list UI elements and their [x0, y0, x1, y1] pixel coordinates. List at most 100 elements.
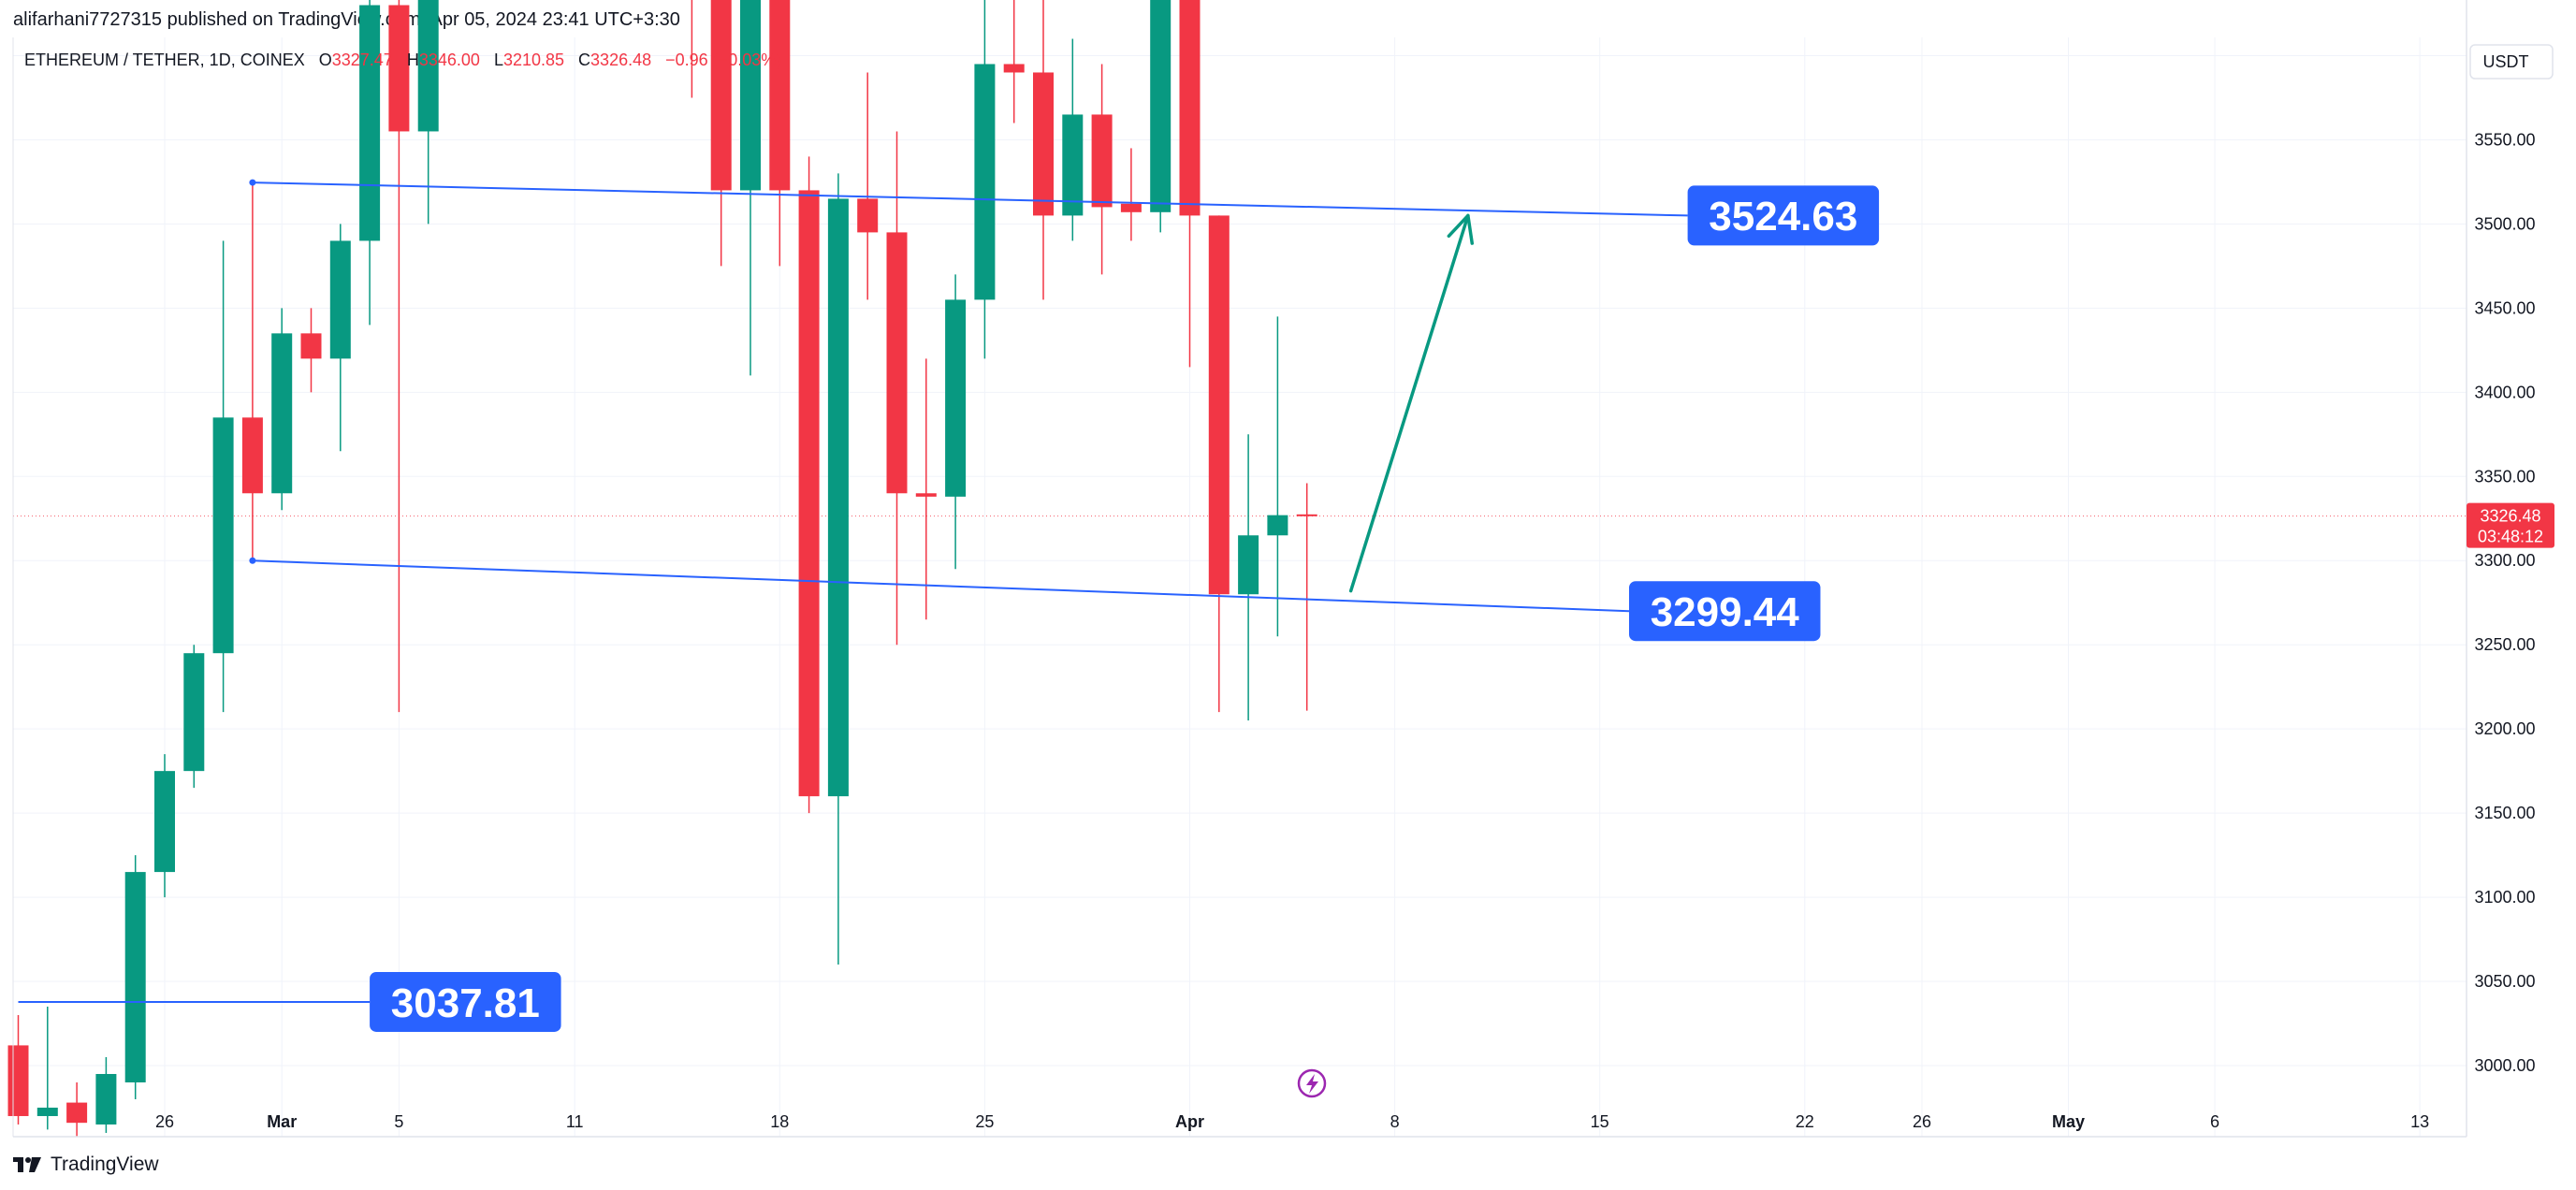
- candle: [740, 0, 761, 376]
- candle-body: [1150, 0, 1172, 212]
- price-label-box[interactable]: [370, 971, 561, 1032]
- candle: [7, 1015, 29, 1125]
- tradingview-logo-icon: [13, 1157, 41, 1172]
- candle: [1091, 64, 1113, 275]
- lightning-icon-bolt: [1306, 1074, 1318, 1094]
- candle-body: [740, 0, 761, 191]
- footer-brand[interactable]: TradingView: [13, 1149, 159, 1181]
- price-level-drawing[interactable]: 3524.63: [249, 179, 1880, 246]
- candle: [857, 72, 879, 300]
- y-tick-label: 3350.00: [2474, 467, 2535, 486]
- y-tick-label: 3450.00: [2474, 298, 2535, 317]
- candle-body: [1091, 114, 1113, 208]
- candle: [710, 0, 732, 267]
- candle-body: [1062, 114, 1084, 216]
- x-tick-label: 5: [394, 1112, 403, 1131]
- candle: [1120, 148, 1142, 241]
- candle: [886, 131, 908, 646]
- last-price-tag-box: [2467, 502, 2554, 548]
- candle-body: [417, 0, 439, 132]
- candle: [1238, 434, 1259, 721]
- candle: [769, 0, 791, 267]
- currency-selector[interactable]: USDT: [2469, 44, 2554, 80]
- drawing-anchor[interactable]: [249, 179, 256, 186]
- y-tick-label: 3150.00: [2474, 804, 2535, 822]
- y-tick-label: 3250.00: [2474, 635, 2535, 654]
- price-label-text: 3299.44: [1651, 589, 1800, 635]
- candle-body: [66, 1102, 88, 1124]
- candle-body: [945, 299, 967, 497]
- y-tick-label: 3300.00: [2474, 551, 2535, 570]
- symbol-label[interactable]: ETHEREUM / TETHER, 1D, COINEX: [24, 51, 305, 69]
- close-label: C: [578, 51, 590, 69]
- price-level-drawing[interactable]: 3037.81: [18, 971, 561, 1032]
- candle-body: [886, 232, 908, 494]
- x-tick-label: 11: [566, 1112, 584, 1131]
- countdown-value: 03:48:12: [2478, 528, 2543, 546]
- candle-body: [36, 1107, 58, 1116]
- x-tick-label: Apr: [1175, 1112, 1204, 1131]
- publisher-line: alifarhani7727315 published on TradingVi…: [13, 9, 680, 30]
- arrow-shaft[interactable]: [1348, 213, 1470, 593]
- candle-body: [359, 5, 381, 241]
- candle: [388, 0, 410, 713]
- candle: [154, 754, 175, 898]
- candle: [1208, 215, 1230, 713]
- candle: [1033, 0, 1054, 300]
- price-level-drawing[interactable]: 3299.44: [249, 557, 1821, 642]
- drawing-anchor[interactable]: [249, 557, 256, 564]
- open-label: O: [319, 51, 332, 69]
- candle-body: [329, 240, 351, 359]
- candle-body: [183, 653, 205, 772]
- y-tick-label: 3050.00: [2474, 972, 2535, 991]
- last-price-tag: 3326.48 03:48:12: [2467, 502, 2554, 548]
- candle-body: [154, 771, 175, 873]
- candle-body: [915, 493, 937, 497]
- arrow-head[interactable]: [1447, 213, 1475, 245]
- candle-body: [7, 1045, 29, 1116]
- candle-body: [300, 333, 322, 359]
- candle-body: [710, 0, 732, 191]
- grid: [13, 37, 2467, 1137]
- currency-button[interactable]: [2469, 44, 2554, 80]
- price-label-text: 3037.81: [391, 980, 540, 1026]
- x-tick-label: 26: [1913, 1112, 1931, 1131]
- candle: [329, 224, 351, 452]
- x-tick-label: 25: [975, 1112, 994, 1131]
- x-tick-label: May: [2052, 1112, 2085, 1131]
- close-value: 3326.48: [590, 51, 651, 69]
- candle-body: [1003, 64, 1025, 73]
- candle-body: [1033, 72, 1054, 216]
- candle: [1150, 0, 1172, 233]
- candle-body: [1179, 0, 1201, 216]
- low-label: L: [494, 51, 503, 69]
- candle: [945, 274, 967, 570]
- candle: [241, 181, 263, 561]
- legend: ETHEREUM / TETHER, 1D, COINEX O3327.47 H…: [24, 51, 781, 69]
- lightning-icon[interactable]: [1297, 1068, 1327, 1098]
- candle: [359, 0, 381, 326]
- x-tick-label: 22: [1796, 1112, 1814, 1131]
- candle: [1003, 0, 1025, 123]
- candle: [691, 0, 693, 98]
- y-tick-label: 3400.00: [2474, 383, 2535, 401]
- price-label-box[interactable]: [1687, 185, 1880, 246]
- candle: [915, 358, 937, 620]
- candle-body: [1267, 515, 1288, 536]
- candle: [300, 308, 322, 393]
- price-label-box[interactable]: [1629, 581, 1821, 642]
- drawing-line[interactable]: [252, 181, 1688, 217]
- candle-body: [769, 0, 791, 191]
- low-value: 3210.85: [503, 51, 564, 69]
- y-tick-label: 3100.00: [2474, 888, 2535, 907]
- candle: [974, 0, 996, 359]
- candle-body: [857, 198, 879, 233]
- drawing-line[interactable]: [252, 559, 1630, 613]
- candle: [1296, 483, 1317, 711]
- candle: [124, 855, 146, 1099]
- candle: [183, 645, 205, 789]
- projection-arrow[interactable]: [1348, 213, 1475, 593]
- y-tick-label: 3000.00: [2474, 1056, 2535, 1075]
